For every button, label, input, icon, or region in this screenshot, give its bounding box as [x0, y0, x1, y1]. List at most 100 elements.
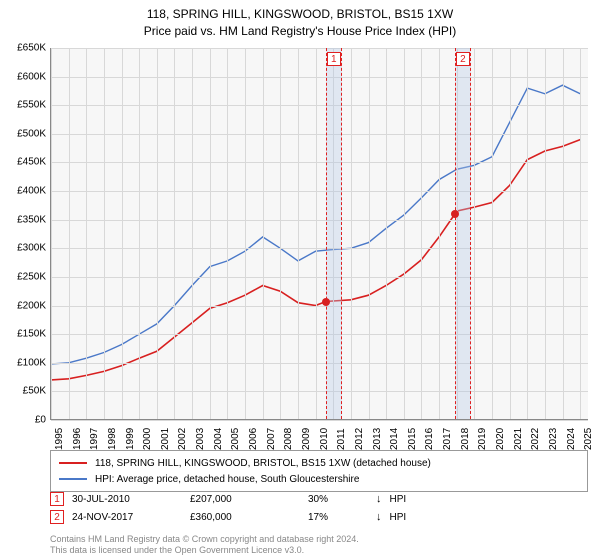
- sales-table: 1 30-JUL-2010 £207,000 30% ↓ HPI 2 24-NOV-2017 £…: [50, 490, 588, 526]
- y-tick-label: £250K: [17, 271, 46, 282]
- x-tick-label: 2008: [283, 428, 294, 450]
- x-tick-label: 2024: [566, 428, 577, 450]
- x-tick-label: 1996: [72, 428, 83, 450]
- x-tick-label: 2001: [160, 428, 171, 450]
- x-tick-label: 2006: [248, 428, 259, 450]
- x-tick-label: 2014: [389, 428, 400, 450]
- y-tick-label: £100K: [17, 357, 46, 368]
- gridline-h: [51, 220, 588, 221]
- gridline-v: [369, 48, 370, 419]
- gridline-h: [51, 77, 588, 78]
- footer-attribution: Contains HM Land Registry data © Crown c…: [50, 534, 588, 556]
- gridline-v: [263, 48, 264, 419]
- event-band: [326, 48, 342, 419]
- gridline-h: [51, 334, 588, 335]
- gridline-h: [51, 420, 588, 421]
- x-tick-label: 1995: [54, 428, 65, 450]
- chart-plot-area: 12: [50, 48, 588, 420]
- gridline-v: [69, 48, 70, 419]
- chart-title-block: 118, SPRING HILL, KINGSWOOD, BRISTOL, BS…: [0, 0, 600, 40]
- event-band: [455, 48, 471, 419]
- gridline-v: [527, 48, 528, 419]
- sales-row: 1 30-JUL-2010 £207,000 30% ↓ HPI: [50, 490, 588, 508]
- y-tick-label: £0: [35, 415, 46, 426]
- x-tick-label: 2019: [477, 428, 488, 450]
- gridline-h: [51, 277, 588, 278]
- gridline-h: [51, 248, 588, 249]
- sale-price: £207,000: [190, 494, 300, 505]
- legend-row-property: 118, SPRING HILL, KINGSWOOD, BRISTOL, BS…: [59, 455, 579, 471]
- gridline-v: [545, 48, 546, 419]
- gridline-v: [139, 48, 140, 419]
- gridline-h: [51, 191, 588, 192]
- sale-dot: [322, 298, 330, 306]
- gridline-v: [280, 48, 281, 419]
- x-tick-label: 2000: [142, 428, 153, 450]
- gridline-v: [122, 48, 123, 419]
- gridline-v: [227, 48, 228, 419]
- gridline-v: [174, 48, 175, 419]
- gridline-v: [104, 48, 105, 419]
- x-tick-label: 1999: [125, 428, 136, 450]
- gridline-v: [492, 48, 493, 419]
- gridline-v: [86, 48, 87, 419]
- legend-swatch-property: [59, 462, 87, 464]
- footer-line-2: This data is licensed under the Open Gov…: [50, 545, 588, 556]
- sale-date: 30-JUL-2010: [72, 494, 182, 505]
- x-tick-label: 2016: [424, 428, 435, 450]
- x-tick-label: 2009: [301, 428, 312, 450]
- gridline-v: [474, 48, 475, 419]
- x-tick-label: 2015: [407, 428, 418, 450]
- y-tick-label: £550K: [17, 100, 46, 111]
- gridline-v: [298, 48, 299, 419]
- gridline-v: [404, 48, 405, 419]
- x-tick-label: 2023: [548, 428, 559, 450]
- sales-row: 2 24-NOV-2017 £360,000 17% ↓ HPI: [50, 508, 588, 526]
- x-tick-label: 2012: [354, 428, 365, 450]
- legend-swatch-hpi: [59, 478, 87, 480]
- y-tick-label: £450K: [17, 157, 46, 168]
- x-tick-label: 2021: [513, 428, 524, 450]
- title-line-1: 118, SPRING HILL, KINGSWOOD, BRISTOL, BS…: [0, 6, 600, 23]
- footer-line-1: Contains HM Land Registry data © Crown c…: [50, 534, 588, 545]
- x-tick-label: 2010: [319, 428, 330, 450]
- gridline-v: [510, 48, 511, 419]
- sale-date: 24-NOV-2017: [72, 512, 182, 523]
- gridline-v: [439, 48, 440, 419]
- y-tick-label: £350K: [17, 214, 46, 225]
- gridline-v: [192, 48, 193, 419]
- x-tick-label: 2025: [583, 428, 594, 450]
- sale-pct: 17%: [308, 512, 368, 523]
- legend-label-hpi: HPI: Average price, detached house, Sout…: [95, 474, 359, 485]
- x-tick-label: 1997: [89, 428, 100, 450]
- gridline-v: [51, 48, 52, 419]
- y-tick-label: £400K: [17, 186, 46, 197]
- sales-badge: 2: [50, 510, 64, 524]
- legend-row-hpi: HPI: Average price, detached house, Sout…: [59, 471, 579, 487]
- sales-badge: 1: [50, 492, 64, 506]
- gridline-v: [157, 48, 158, 419]
- sale-pct: 30%: [308, 494, 368, 505]
- sale-vs: HPI: [390, 512, 450, 523]
- arrow-down-icon: ↓: [376, 511, 382, 523]
- sale-dot: [451, 210, 459, 218]
- x-tick-label: 2020: [495, 428, 506, 450]
- gridline-h: [51, 306, 588, 307]
- x-tick-label: 2022: [530, 428, 541, 450]
- gridline-v: [386, 48, 387, 419]
- gridline-h: [51, 363, 588, 364]
- y-tick-label: £50K: [23, 386, 46, 397]
- gridline-h: [51, 162, 588, 163]
- sale-price: £360,000: [190, 512, 300, 523]
- gridline-v: [245, 48, 246, 419]
- y-tick-label: £300K: [17, 243, 46, 254]
- event-marker: 2: [456, 52, 470, 66]
- chart-svg: [51, 48, 589, 420]
- arrow-down-icon: ↓: [376, 493, 382, 505]
- y-tick-label: £200K: [17, 300, 46, 311]
- x-tick-label: 2007: [266, 428, 277, 450]
- sale-vs: HPI: [390, 494, 450, 505]
- x-tick-label: 2011: [336, 428, 347, 450]
- gridline-h: [51, 105, 588, 106]
- x-tick-label: 2005: [230, 428, 241, 450]
